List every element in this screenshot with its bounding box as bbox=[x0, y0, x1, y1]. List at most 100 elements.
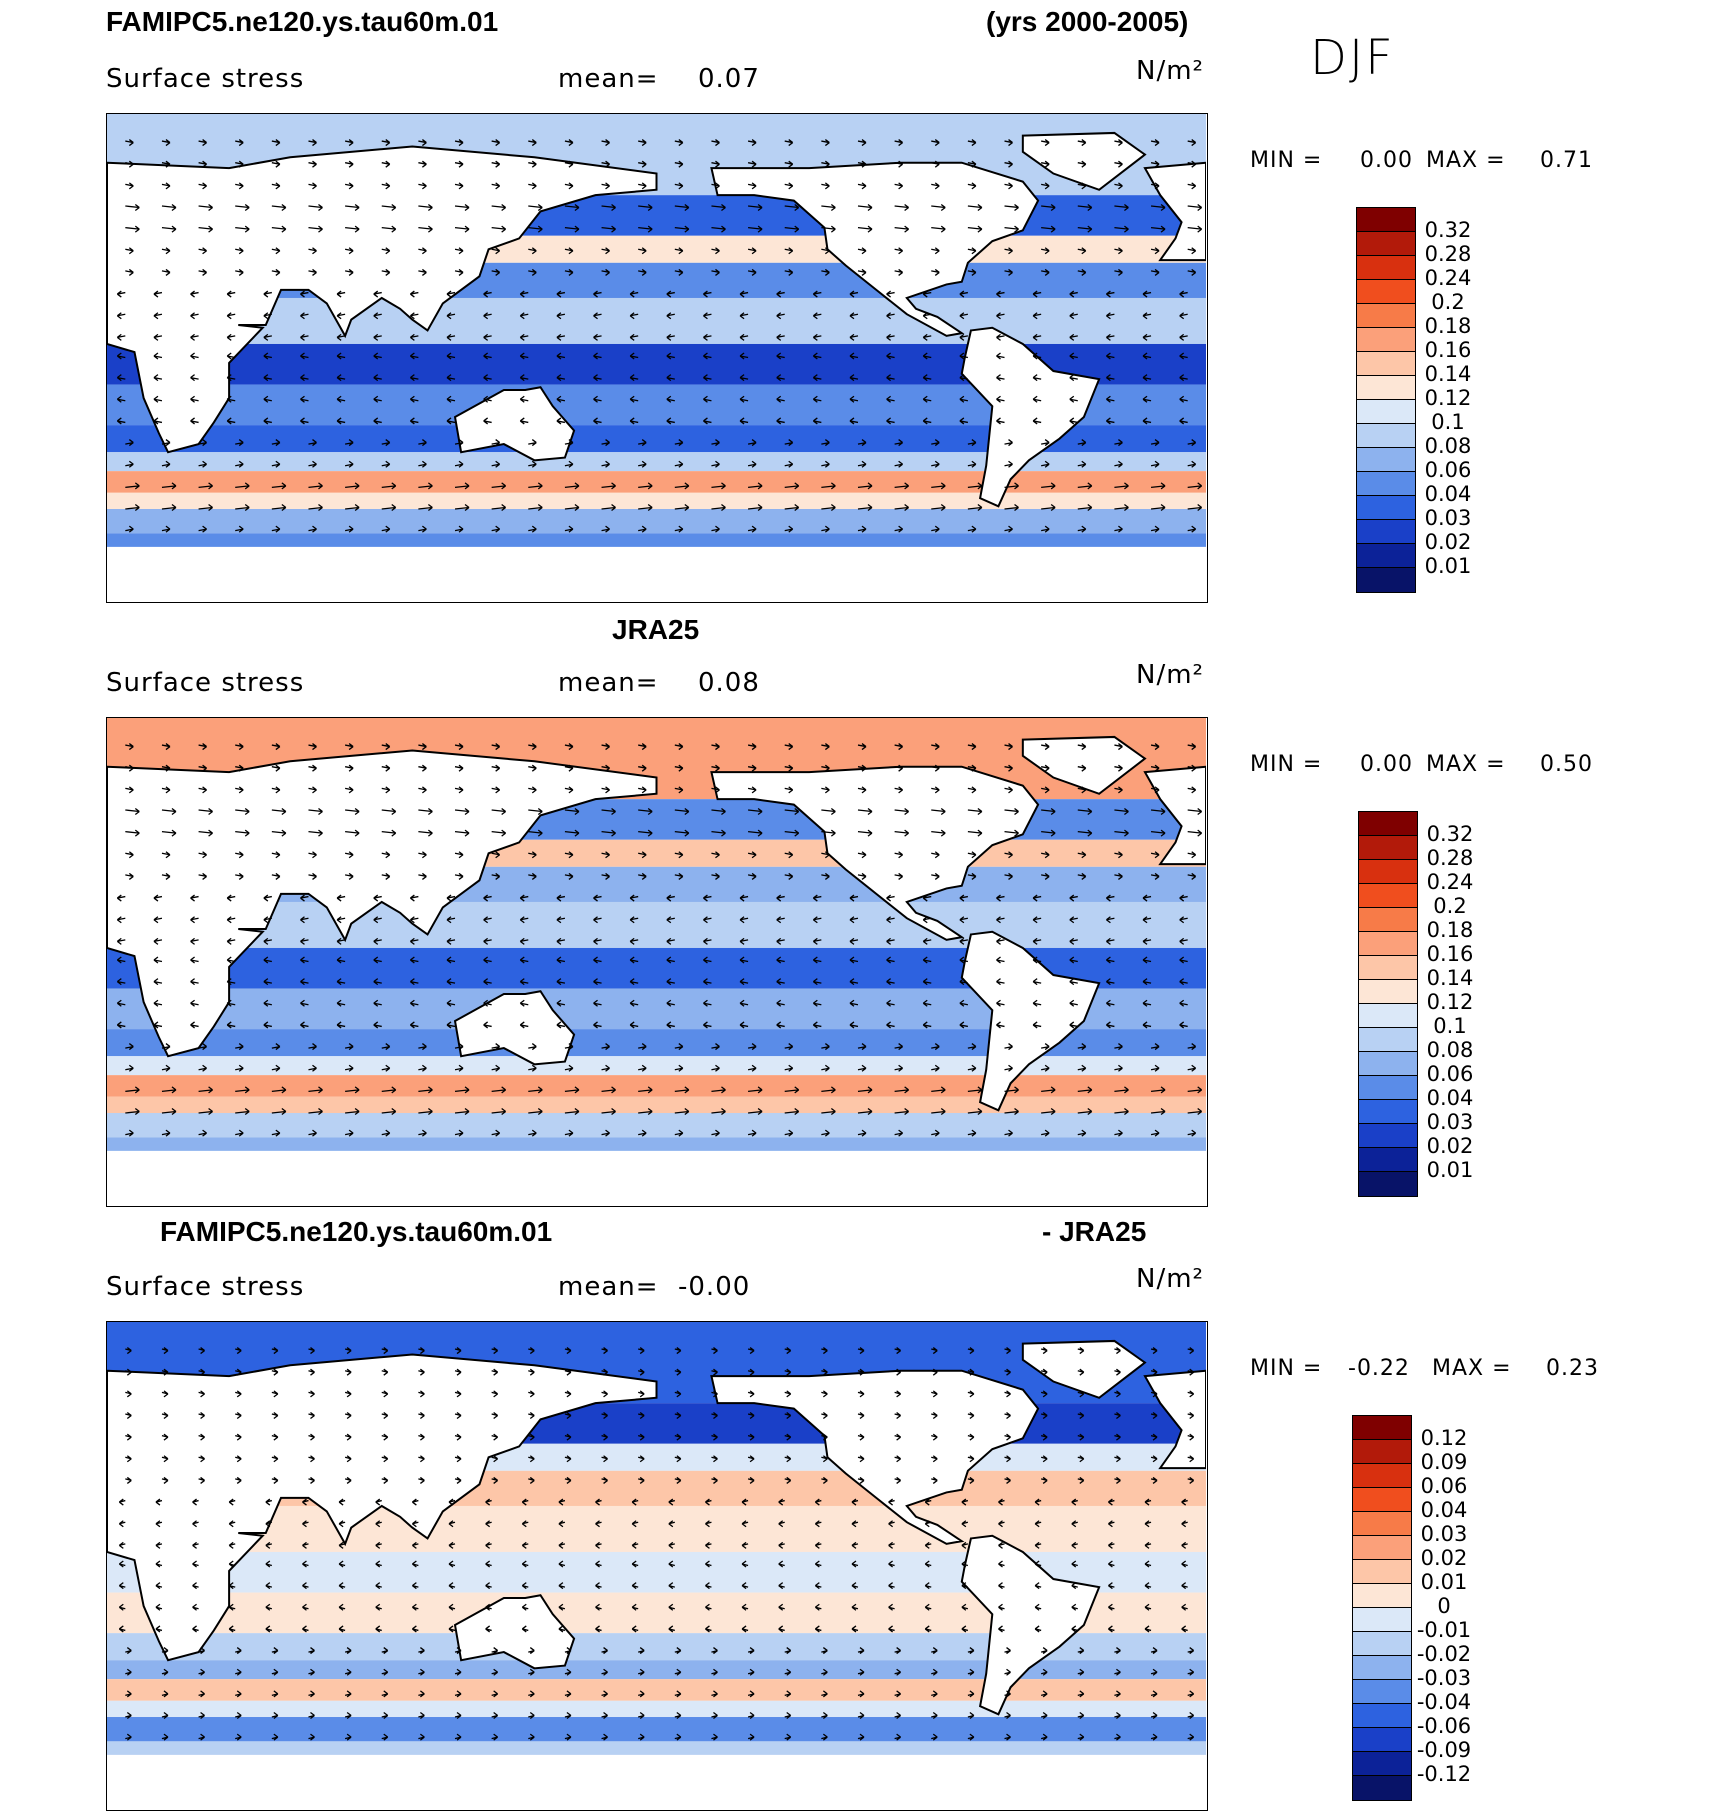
panel1-units: N/m² bbox=[1136, 56, 1204, 86]
colorbar-tick-label: 0.03 bbox=[1424, 506, 1472, 530]
panel3-max-value: 0.23 bbox=[1546, 1356, 1599, 1381]
colorbar-tick-label: -0.03 bbox=[1416, 1666, 1472, 1690]
colorbar-cell bbox=[1359, 1124, 1417, 1148]
panel1-map bbox=[106, 113, 1208, 603]
colorbar-cell bbox=[1359, 1028, 1417, 1052]
land-mass bbox=[1021, 735, 1147, 795]
panel3-mean-label: mean= bbox=[558, 1272, 659, 1302]
colorbar-cell bbox=[1357, 376, 1415, 400]
colorbar-cell bbox=[1359, 1004, 1417, 1028]
colorbar-cell bbox=[1353, 1680, 1411, 1704]
stress-band bbox=[107, 297, 1206, 344]
panel1-min-value: 0.00 bbox=[1360, 148, 1413, 173]
colorbar-cell bbox=[1359, 812, 1417, 836]
colorbar-tick-label: 0.06 bbox=[1424, 458, 1472, 482]
colorbar-cell bbox=[1359, 1052, 1417, 1076]
panel1-mean-value: 0.07 bbox=[698, 64, 760, 94]
panel2-variable: Surface stress bbox=[106, 668, 305, 698]
panel1-mean-label: mean= bbox=[558, 64, 659, 94]
colorbar-cell bbox=[1357, 448, 1415, 472]
colorbar-tick-label: -0.01 bbox=[1416, 1618, 1472, 1642]
colorbar-cell bbox=[1359, 1148, 1417, 1172]
land-mass bbox=[107, 145, 658, 454]
colorbar-tick-label: -0.02 bbox=[1416, 1642, 1472, 1666]
colorbar-tick-label: 0.03 bbox=[1420, 1522, 1468, 1546]
colorbar-tick-label: 0.03 bbox=[1426, 1110, 1474, 1134]
panel1-colorbar bbox=[1356, 207, 1416, 593]
colorbar-tick-label: 0.16 bbox=[1426, 942, 1474, 966]
land-mass bbox=[107, 1353, 658, 1662]
panel3-variable: Surface stress bbox=[106, 1272, 305, 1302]
colorbar-tick-label: 0 bbox=[1437, 1594, 1451, 1618]
colorbar-tick-label: 0.28 bbox=[1424, 242, 1472, 266]
colorbar-tick-label: -0.12 bbox=[1416, 1762, 1472, 1786]
land-mass bbox=[107, 1150, 1206, 1205]
colorbar-cell bbox=[1359, 908, 1417, 932]
colorbar-tick-label: 0.32 bbox=[1426, 822, 1474, 846]
land-mass bbox=[453, 1594, 576, 1670]
colorbar-cell bbox=[1357, 520, 1415, 544]
colorbar-cell bbox=[1357, 496, 1415, 520]
colorbar-cell bbox=[1353, 1464, 1411, 1488]
colorbar-tick-label: 0.09 bbox=[1420, 1450, 1468, 1474]
colorbar-cell bbox=[1357, 280, 1415, 304]
colorbar-cell bbox=[1353, 1752, 1411, 1776]
colorbar-cell bbox=[1359, 1076, 1417, 1100]
stress-band bbox=[107, 471, 1206, 493]
colorbar-tick-label: 0.18 bbox=[1424, 314, 1472, 338]
colorbar-cell bbox=[1357, 544, 1415, 568]
season-label: DJF bbox=[1310, 30, 1395, 86]
panel3-min-label: MIN = bbox=[1250, 1356, 1323, 1381]
colorbar-cell bbox=[1357, 232, 1415, 256]
stress-band bbox=[107, 1679, 1206, 1701]
colorbar-tick-label: 0.01 bbox=[1426, 1158, 1474, 1182]
colorbar-cell bbox=[1357, 400, 1415, 424]
years-label: (yrs 2000-2005) bbox=[986, 6, 1189, 37]
colorbar-cell bbox=[1353, 1776, 1411, 1800]
colorbar-cell bbox=[1359, 980, 1417, 1004]
stress-band bbox=[107, 1505, 1206, 1552]
panel3-title-left: FAMIPC5.ne120.ys.tau60m.01 bbox=[160, 1216, 553, 1247]
colorbar-tick-label: 0.02 bbox=[1424, 530, 1472, 554]
panel2-min-value: 0.00 bbox=[1360, 752, 1413, 777]
colorbar-tick-label: -0.04 bbox=[1416, 1690, 1472, 1714]
colorbar-cell bbox=[1359, 836, 1417, 860]
stress-band bbox=[107, 452, 1206, 472]
model-title: FAMIPC5.ne120.ys.tau60m.01 bbox=[106, 6, 499, 37]
land-mass bbox=[1143, 765, 1206, 866]
panel3-units: N/m² bbox=[1136, 1264, 1204, 1294]
panel1-min-label: MIN = bbox=[1250, 148, 1323, 173]
colorbar-tick-label: 0.01 bbox=[1424, 554, 1472, 578]
colorbar-cell bbox=[1353, 1488, 1411, 1512]
colorbar-tick-label: 0.2 bbox=[1433, 894, 1467, 918]
colorbar-cell bbox=[1357, 304, 1415, 328]
wind-vectors bbox=[116, 743, 1203, 1137]
stress-band bbox=[107, 1056, 1206, 1076]
wind-vectors bbox=[118, 1347, 1195, 1741]
land-mass bbox=[107, 546, 1206, 601]
colorbar-tick-label: -0.06 bbox=[1416, 1714, 1472, 1738]
panel2-mean-value: 0.08 bbox=[698, 668, 760, 698]
land-mass bbox=[107, 1754, 1206, 1809]
colorbar-cell bbox=[1359, 884, 1417, 908]
panel1-variable: Surface stress bbox=[106, 64, 305, 94]
stress-band bbox=[107, 1700, 1206, 1718]
stress-band bbox=[107, 901, 1206, 948]
colorbar-tick-label: -0.09 bbox=[1416, 1738, 1472, 1762]
land-mass bbox=[1143, 1369, 1206, 1470]
colorbar-cell bbox=[1357, 424, 1415, 448]
colorbar-tick-label: 0.04 bbox=[1424, 482, 1472, 506]
colorbar-cell bbox=[1353, 1536, 1411, 1560]
colorbar-tick-label: 0.12 bbox=[1420, 1426, 1468, 1450]
colorbar-tick-label: 0.32 bbox=[1424, 218, 1472, 242]
colorbar-cell bbox=[1353, 1440, 1411, 1464]
stress-band bbox=[107, 1096, 1206, 1114]
colorbar-tick-label: 0.1 bbox=[1431, 410, 1465, 434]
colorbar-cell bbox=[1353, 1704, 1411, 1728]
colorbar-tick-label: 0.16 bbox=[1424, 338, 1472, 362]
colorbar-tick-label: 0.08 bbox=[1424, 434, 1472, 458]
stress-band bbox=[107, 1717, 1206, 1742]
colorbar-cell bbox=[1357, 472, 1415, 496]
colorbar-cell bbox=[1353, 1728, 1411, 1752]
colorbar-cell bbox=[1353, 1656, 1411, 1680]
